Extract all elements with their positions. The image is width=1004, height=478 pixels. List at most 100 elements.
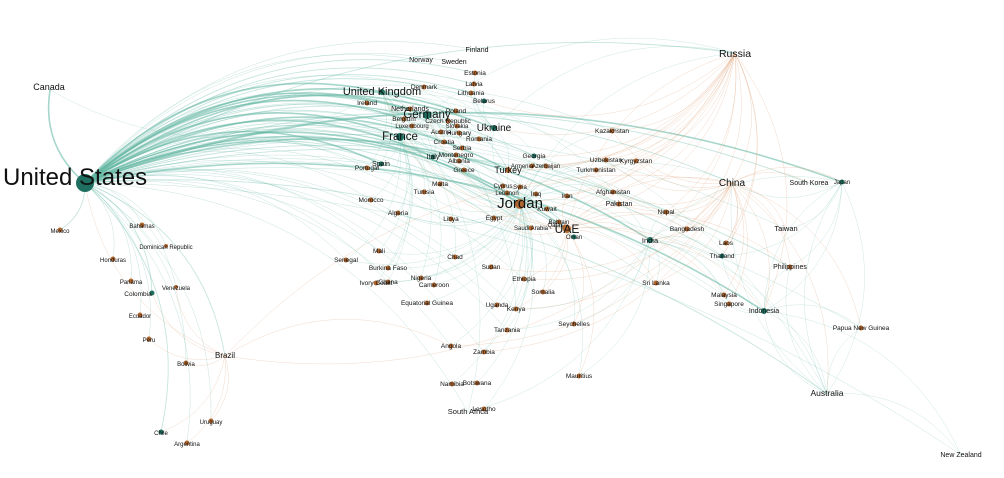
edge-united-states-ukraine: [84, 94, 495, 184]
edge-united-kingdom-india: [381, 91, 651, 241]
node-label-greece: Greece: [453, 167, 475, 174]
node-bangladesh: [684, 226, 690, 232]
node-label-cyprus: Cyprus: [493, 184, 512, 190]
node-label-mexico: Mexico: [50, 229, 70, 235]
node-bahamas: [139, 222, 145, 228]
node-united-states: [76, 174, 94, 192]
edge-layer: [47, 37, 962, 456]
node-sudan: [488, 264, 494, 270]
node-label-burkina-faso: Burkina Faso: [369, 265, 408, 272]
node-ethiopia: [521, 276, 527, 282]
edge-russia-iran: [566, 52, 736, 197]
node-equatorial-guinea: [424, 300, 430, 306]
node-ecuador: [137, 312, 143, 318]
edge-france-chad: [399, 136, 456, 258]
node-label-somalia: Somalia: [531, 289, 555, 296]
edge-uae-germany: [426, 114, 568, 230]
node-label-botswana: Botswana: [463, 380, 492, 387]
edge-china-thailand: [721, 182, 738, 257]
edge-australia-japan: [804, 181, 843, 395]
edge-united-states-romania: [84, 103, 480, 184]
node-mali: [376, 248, 382, 254]
node-germany: [423, 111, 431, 119]
node-label-taiwan: Taiwan: [774, 224, 797, 233]
node-label-iran: Iran: [561, 193, 573, 200]
node-label-poland: Poland: [446, 108, 467, 115]
node-nepal: [663, 209, 669, 215]
edge-jordan-italy: [432, 156, 521, 205]
node-georgia: [531, 153, 537, 159]
edge-jordan-botswana: [476, 203, 529, 384]
node-zambia: [481, 349, 487, 355]
node-sri-lanka: [653, 280, 659, 286]
node-label-saudi-arabia: Saudi Arabia: [514, 226, 549, 232]
node-uganda: [494, 302, 500, 308]
edge-russia-jordan: [519, 52, 736, 205]
edge-china-uzbekistan: [605, 159, 733, 192]
node-label-norway: Norway: [409, 57, 433, 64]
edge-jordan-zambia: [483, 203, 527, 353]
edge-jordan-namibia: [451, 203, 523, 385]
node-label-lebanon: Lebanon: [495, 191, 518, 197]
node-label-egypt: Egypt: [486, 215, 503, 222]
edge-china-sri-lanka: [655, 182, 733, 284]
node-venezuela: [174, 285, 178, 289]
edge-united-kingdom-south-africa: [381, 91, 481, 413]
edge-uae-ethiopia: [523, 228, 568, 280]
node-cyprus: [500, 183, 506, 189]
edge-united-states-chile: [84, 182, 169, 433]
edge-united-states-canada: [47, 89, 86, 184]
node-label-libya: Libya: [443, 216, 459, 223]
edge-jordan-angola: [450, 203, 521, 347]
edge-ukraine-poland: [455, 110, 495, 129]
node-kenya: [513, 306, 519, 312]
edge-brazil-colombia: [151, 292, 226, 357]
node-label-indonesia: Indonesia: [749, 308, 779, 315]
edge-jordan-afghanistan: [519, 184, 614, 205]
edge-ukraine-russia: [493, 46, 736, 129]
edge-jordan-ivory-coast: [375, 203, 521, 284]
node-label-india: India: [642, 236, 659, 245]
edge-ukraine-latvia: [473, 83, 495, 129]
edge-united-states-kuwait: [84, 130, 548, 210]
edge-jordan-uganda: [496, 203, 526, 306]
edge-united-states-senegal: [84, 174, 347, 261]
edge-jordan-chad: [454, 203, 521, 258]
edge-united-states-brazil: [84, 182, 226, 357]
edge-jordan-lesotho: [483, 203, 534, 410]
edge-russia-indonesia: [734, 52, 788, 312]
node-malaysia: [721, 292, 727, 298]
edge-united-states-denmark: [84, 75, 425, 184]
node-label-malaysia: Malaysia: [711, 292, 737, 299]
node-austria: [438, 129, 444, 135]
node-label-hungary: Hungary: [447, 130, 472, 137]
node-serbia: [459, 145, 465, 151]
edge-india-australia: [649, 239, 828, 395]
edge-united-states-jordan: [84, 131, 521, 205]
edge-uae-philippines: [566, 213, 791, 268]
node-label-italy: Italy: [427, 154, 440, 161]
edge-brazil-argentina: [186, 355, 226, 444]
node-label-portugal: Portugal: [355, 165, 380, 172]
node-albania: [456, 158, 462, 164]
edge-united-states-zambia: [84, 179, 485, 353]
edge-jordan-libya: [450, 203, 521, 223]
edge-france-senegal: [345, 136, 401, 261]
node-label-russia: Russia: [719, 48, 751, 60]
edge-china-south-korea: [731, 171, 810, 184]
node-label-finland: Finland: [466, 47, 489, 54]
node-italy: [430, 154, 436, 160]
node-label-united-states: United States: [3, 164, 147, 191]
node-label-qatar: Qatar: [547, 223, 562, 229]
node-ireland: [364, 100, 370, 106]
node-somalia: [540, 289, 546, 295]
edge-jordan-seychelles: [519, 203, 575, 325]
edge-uae-kenya: [515, 228, 568, 310]
edge-russia-belarus: [483, 52, 736, 117]
node-chile: [158, 429, 164, 435]
edge-australia-papua-new-guinea: [826, 327, 862, 395]
node-label-sudan: Sudan: [482, 264, 501, 271]
node-senegal: [343, 257, 349, 263]
edge-united-states-albania: [84, 118, 460, 184]
